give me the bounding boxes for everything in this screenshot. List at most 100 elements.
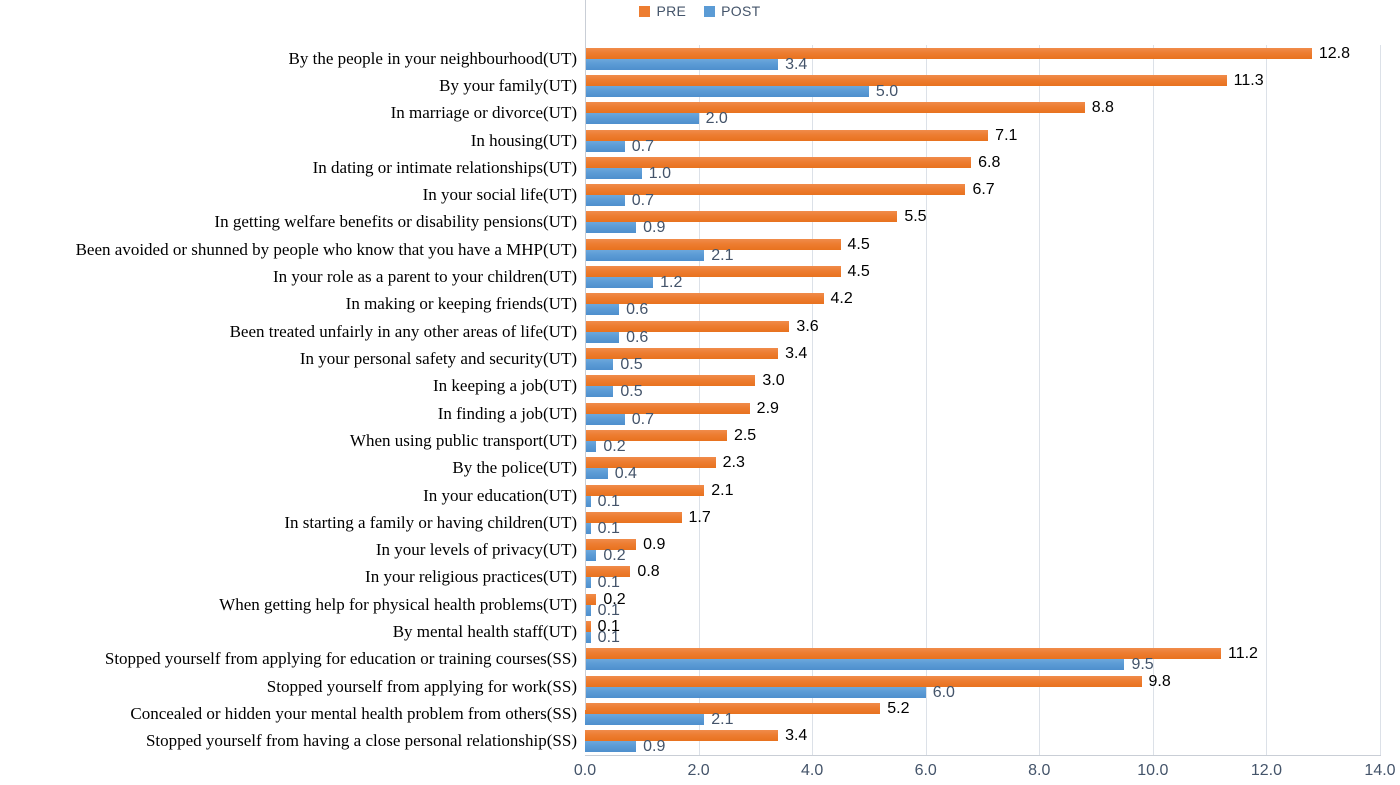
- post-value-label: 0.1: [597, 492, 620, 510]
- legend-item-post: POST: [704, 3, 760, 19]
- post-bar: [585, 331, 620, 343]
- pre-bar: [585, 184, 966, 196]
- category-label: In your religious practices(UT): [365, 567, 577, 587]
- post-bar: [585, 550, 597, 562]
- post-bar: [585, 741, 637, 753]
- pre-bar: [585, 320, 790, 332]
- post-value-label: 0.2: [603, 547, 626, 565]
- pre-bar: [585, 238, 841, 250]
- category-row: Stopped yourself from having a close per…: [0, 728, 1400, 755]
- pre-bar: [585, 539, 637, 551]
- pre-value-label: 2.5: [733, 426, 757, 444]
- pre-bar: [585, 703, 881, 715]
- post-value-label: 9.5: [1131, 656, 1154, 674]
- category-row: Stopped yourself from applying for educa…: [0, 646, 1400, 673]
- category-row: In your levels of privacy(UT) 0.9 0.2: [0, 537, 1400, 564]
- category-bars: 5.5 0.9: [585, 209, 1400, 236]
- pre-value-label: 6.7: [972, 181, 995, 199]
- category-bars: 0.1 0.1: [585, 618, 1400, 646]
- x-tick-label: 4.0: [801, 762, 824, 779]
- post-bar: [585, 249, 705, 261]
- category-row: By the people in your neighbourhood(UT) 1…: [0, 45, 1400, 72]
- category-label: By your family(UT): [439, 75, 577, 95]
- pre-value-label: 3.4: [785, 345, 808, 363]
- category-bars: 6.8 1.0: [585, 154, 1400, 181]
- category-row: In dating or intimate relationships(UT) 6…: [0, 154, 1400, 181]
- post-value-label: 1.0: [648, 164, 672, 182]
- pre-bar: [585, 593, 597, 605]
- pre-bar: [585, 457, 716, 469]
- pre-bar: [585, 74, 1227, 86]
- post-value-label: 0.5: [620, 356, 643, 374]
- post-bar: [585, 277, 654, 289]
- category-label: When getting help for physical health pr…: [219, 594, 577, 614]
- category-row: Stopped yourself from applying for work(…: [0, 673, 1400, 700]
- category-label: In housing(UT): [470, 130, 577, 150]
- pre-value-label: 2.9: [756, 399, 779, 417]
- post-bar: [585, 167, 642, 179]
- category-bars: 0.2 0.1: [585, 591, 1400, 618]
- category-bars: 11.3 5.0: [585, 72, 1400, 99]
- category-bars: 0.8 0.1: [585, 564, 1400, 591]
- plot-region: By the people in your neighbourhood(UT) 1…: [0, 45, 1400, 755]
- category-row: In starting a family or having children(…: [0, 509, 1400, 536]
- post-bar: [585, 195, 625, 207]
- category-label: Stopped yourself from having a close per…: [145, 731, 577, 751]
- category-row: In your social life(UT) 6.7 0.7: [0, 182, 1400, 209]
- pre-value-label: 4.5: [847, 263, 870, 281]
- pre-value-label: 0.1: [597, 618, 620, 636]
- pre-value-label: 0.2: [603, 590, 626, 608]
- category-bars: 3.4 0.5: [585, 345, 1400, 374]
- category-bars: 2.1 0.1: [585, 482, 1400, 509]
- pre-value-label: 8.8: [1091, 99, 1114, 117]
- pre-bar: [585, 375, 756, 387]
- category-bars: 3.4 0.9: [585, 728, 1400, 755]
- gridline: [1266, 45, 1268, 755]
- post-value-label: 0.9: [643, 219, 666, 237]
- pre-value-label: 11.2: [1228, 645, 1258, 663]
- category-bars: 0.9 0.2: [585, 537, 1400, 564]
- pre-bar: [585, 511, 682, 523]
- category-bars: 5.2 2.1: [585, 700, 1400, 728]
- pre-bar: [585, 566, 631, 578]
- pre-value-label: 5.5: [904, 208, 927, 226]
- category-label: By mental health staff(UT): [392, 622, 577, 642]
- category-bars: 3.0 0.5: [585, 373, 1400, 400]
- category-row: In your role as a parent to your childre…: [0, 263, 1400, 291]
- post-bar: [585, 85, 869, 97]
- pre-value-label: 4.5: [847, 235, 870, 253]
- post-value-label: 0.1: [597, 574, 620, 592]
- pre-value-label: 3.0: [762, 372, 785, 390]
- pre-value-label: 2.3: [722, 454, 745, 472]
- pre-value-label: 0.8: [637, 563, 660, 581]
- post-value-label: 0.5: [620, 383, 643, 401]
- post-bar: [585, 113, 699, 125]
- post-value-label: 0.7: [631, 137, 654, 155]
- post-value-label: 2.0: [705, 110, 728, 128]
- pre-value-label: 2.1: [711, 481, 734, 499]
- post-bar: [585, 222, 637, 234]
- category-label: In your role as a parent to your childre…: [273, 267, 577, 287]
- category-bars: 2.9 0.7: [585, 400, 1400, 427]
- post-bar: [585, 386, 614, 398]
- pre-value-label: 3.4: [785, 727, 808, 745]
- post-bar: [585, 632, 591, 644]
- x-tick-label: 12.0: [1250, 762, 1282, 779]
- x-tick-label: 8.0: [1028, 762, 1051, 779]
- gridline: [1152, 45, 1154, 755]
- post-value-label: 0.4: [614, 465, 637, 483]
- category-bars: 8.8 2.0: [585, 100, 1400, 127]
- gridline: [812, 45, 814, 755]
- legend: PRE POST: [0, 2, 1400, 20]
- x-tick-label: 14.0: [1364, 762, 1396, 779]
- category-label: In dating or intimate relationships(UT): [312, 157, 577, 177]
- post-value-label: 0.7: [631, 410, 654, 428]
- post-value-label: 0.7: [631, 192, 654, 210]
- post-value-label: 0.6: [626, 328, 649, 346]
- legend-label-pre: PRE: [656, 3, 687, 19]
- pre-bar: [585, 156, 972, 168]
- pre-bar: [585, 102, 1085, 114]
- category-label: In finding a job(UT): [437, 403, 577, 423]
- post-value-label: 3.4: [785, 55, 808, 73]
- post-bar: [585, 604, 591, 616]
